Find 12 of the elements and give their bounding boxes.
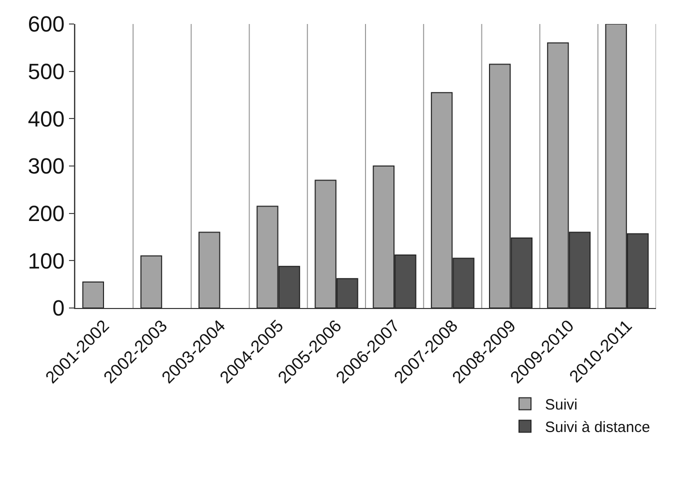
y-tick-label: 500	[28, 59, 65, 84]
y-tick-label: 200	[28, 201, 65, 226]
y-tick-label: 100	[28, 248, 65, 274]
legend-label: Suivi	[545, 396, 578, 414]
bar	[198, 232, 220, 308]
y-tick-label: 400	[28, 106, 65, 132]
y-tick-label: 300	[28, 154, 65, 179]
bar	[82, 281, 104, 308]
y-tick-label: 600	[28, 12, 65, 37]
bar	[140, 255, 162, 308]
legend-label: Suivi à distance	[545, 419, 650, 436]
y-tick-label: 0	[52, 296, 65, 321]
